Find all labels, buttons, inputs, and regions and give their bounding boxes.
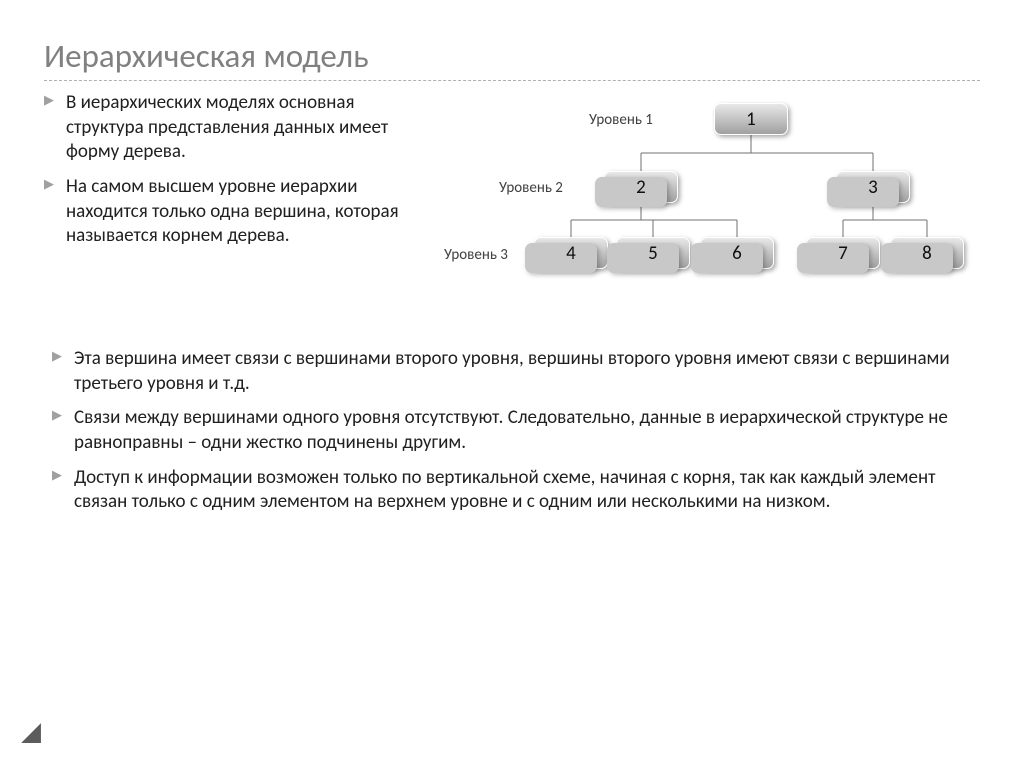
tree-node: 2 — [604, 171, 678, 203]
intro-column: В иерархических моделях основная структу… — [44, 91, 424, 259]
full-width-bullets: Эта вершина имеет связи с вершинами втор… — [44, 347, 980, 515]
bullet-item: В иерархических моделях основная структу… — [44, 91, 424, 165]
tree-node: 8 — [890, 237, 964, 269]
tree-node: 4 — [534, 237, 608, 269]
tree-diagram: Уровень 1Уровень 2Уровень 312345678 — [444, 91, 980, 331]
full-bullet-list: Эта вершина имеет связи с вершинами втор… — [44, 347, 980, 515]
bullet-item: Доступ к информации возможен только по в… — [44, 466, 980, 515]
bullet-item: На самом высшем уровне иерархии находитс… — [44, 175, 424, 249]
tree-connectors — [444, 91, 980, 331]
top-columns: В иерархических моделях основная структу… — [44, 91, 980, 331]
intro-bullet-list: В иерархических моделях основная структу… — [44, 91, 424, 249]
corner-decoration — [21, 723, 51, 753]
tree-node: 5 — [616, 237, 690, 269]
tree-node: 7 — [806, 237, 880, 269]
tree-node: 1 — [714, 103, 788, 135]
tree-node: 6 — [700, 237, 774, 269]
page-title: Иерархическая модель — [44, 36, 980, 81]
tree-node: 3 — [836, 171, 910, 203]
bullet-item: Связи между вершинами одного уровня отсу… — [44, 406, 980, 455]
bullet-item: Эта вершина имеет связи с вершинами втор… — [44, 347, 980, 396]
